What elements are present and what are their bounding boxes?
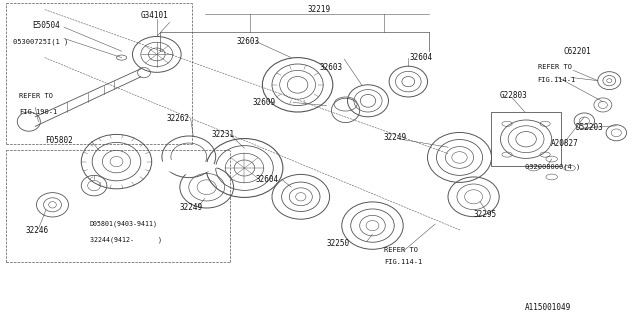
Wedge shape bbox=[156, 157, 220, 174]
Text: 032008000(4 ): 032008000(4 ) bbox=[525, 163, 580, 170]
Text: 32219: 32219 bbox=[307, 5, 330, 14]
Text: 32249: 32249 bbox=[179, 204, 202, 212]
Text: C62201: C62201 bbox=[563, 47, 591, 56]
Text: FIG.190-1: FIG.190-1 bbox=[19, 109, 58, 115]
Text: 32244(9412-      ): 32244(9412- ) bbox=[90, 237, 162, 243]
Text: REFER TO: REFER TO bbox=[384, 247, 418, 252]
Text: 32604: 32604 bbox=[256, 175, 279, 184]
Text: 32609: 32609 bbox=[252, 98, 275, 107]
Text: 32231: 32231 bbox=[211, 130, 234, 139]
Text: G34101: G34101 bbox=[141, 12, 168, 20]
Text: E50504: E50504 bbox=[32, 21, 60, 30]
Text: 32262: 32262 bbox=[166, 114, 189, 123]
Text: D52203: D52203 bbox=[576, 124, 604, 132]
Text: 32603: 32603 bbox=[320, 63, 343, 72]
Text: REFER TO: REFER TO bbox=[19, 93, 53, 99]
Text: 32603: 32603 bbox=[237, 37, 260, 46]
Text: A115001049: A115001049 bbox=[525, 303, 571, 312]
Text: FIG.114-1: FIG.114-1 bbox=[538, 77, 576, 83]
Text: REFER TO: REFER TO bbox=[538, 64, 572, 70]
Text: G22803: G22803 bbox=[499, 92, 527, 100]
Text: 32295: 32295 bbox=[474, 210, 497, 219]
Text: F05802: F05802 bbox=[45, 136, 72, 145]
Text: 32246: 32246 bbox=[26, 226, 49, 235]
Text: 32250: 32250 bbox=[326, 239, 349, 248]
Text: 32249: 32249 bbox=[384, 133, 407, 142]
Text: 05300725I(1 ): 05300725I(1 ) bbox=[13, 38, 68, 45]
Text: 32604: 32604 bbox=[410, 53, 433, 62]
Text: FIG.114-1: FIG.114-1 bbox=[384, 260, 422, 265]
Text: A20827: A20827 bbox=[550, 140, 578, 148]
Text: D05801(9403-9411): D05801(9403-9411) bbox=[90, 221, 157, 227]
Bar bbox=[491, 112, 561, 166]
